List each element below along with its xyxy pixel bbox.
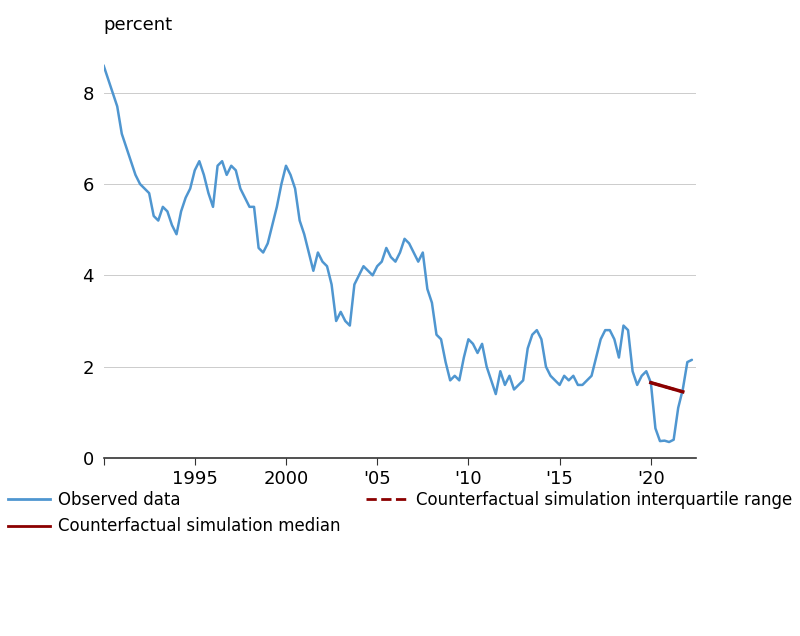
Text: percent: percent [103, 16, 173, 34]
Legend: Observed data, Counterfactual simulation median, Counterfactual simulation inter: Observed data, Counterfactual simulation… [2, 485, 798, 542]
